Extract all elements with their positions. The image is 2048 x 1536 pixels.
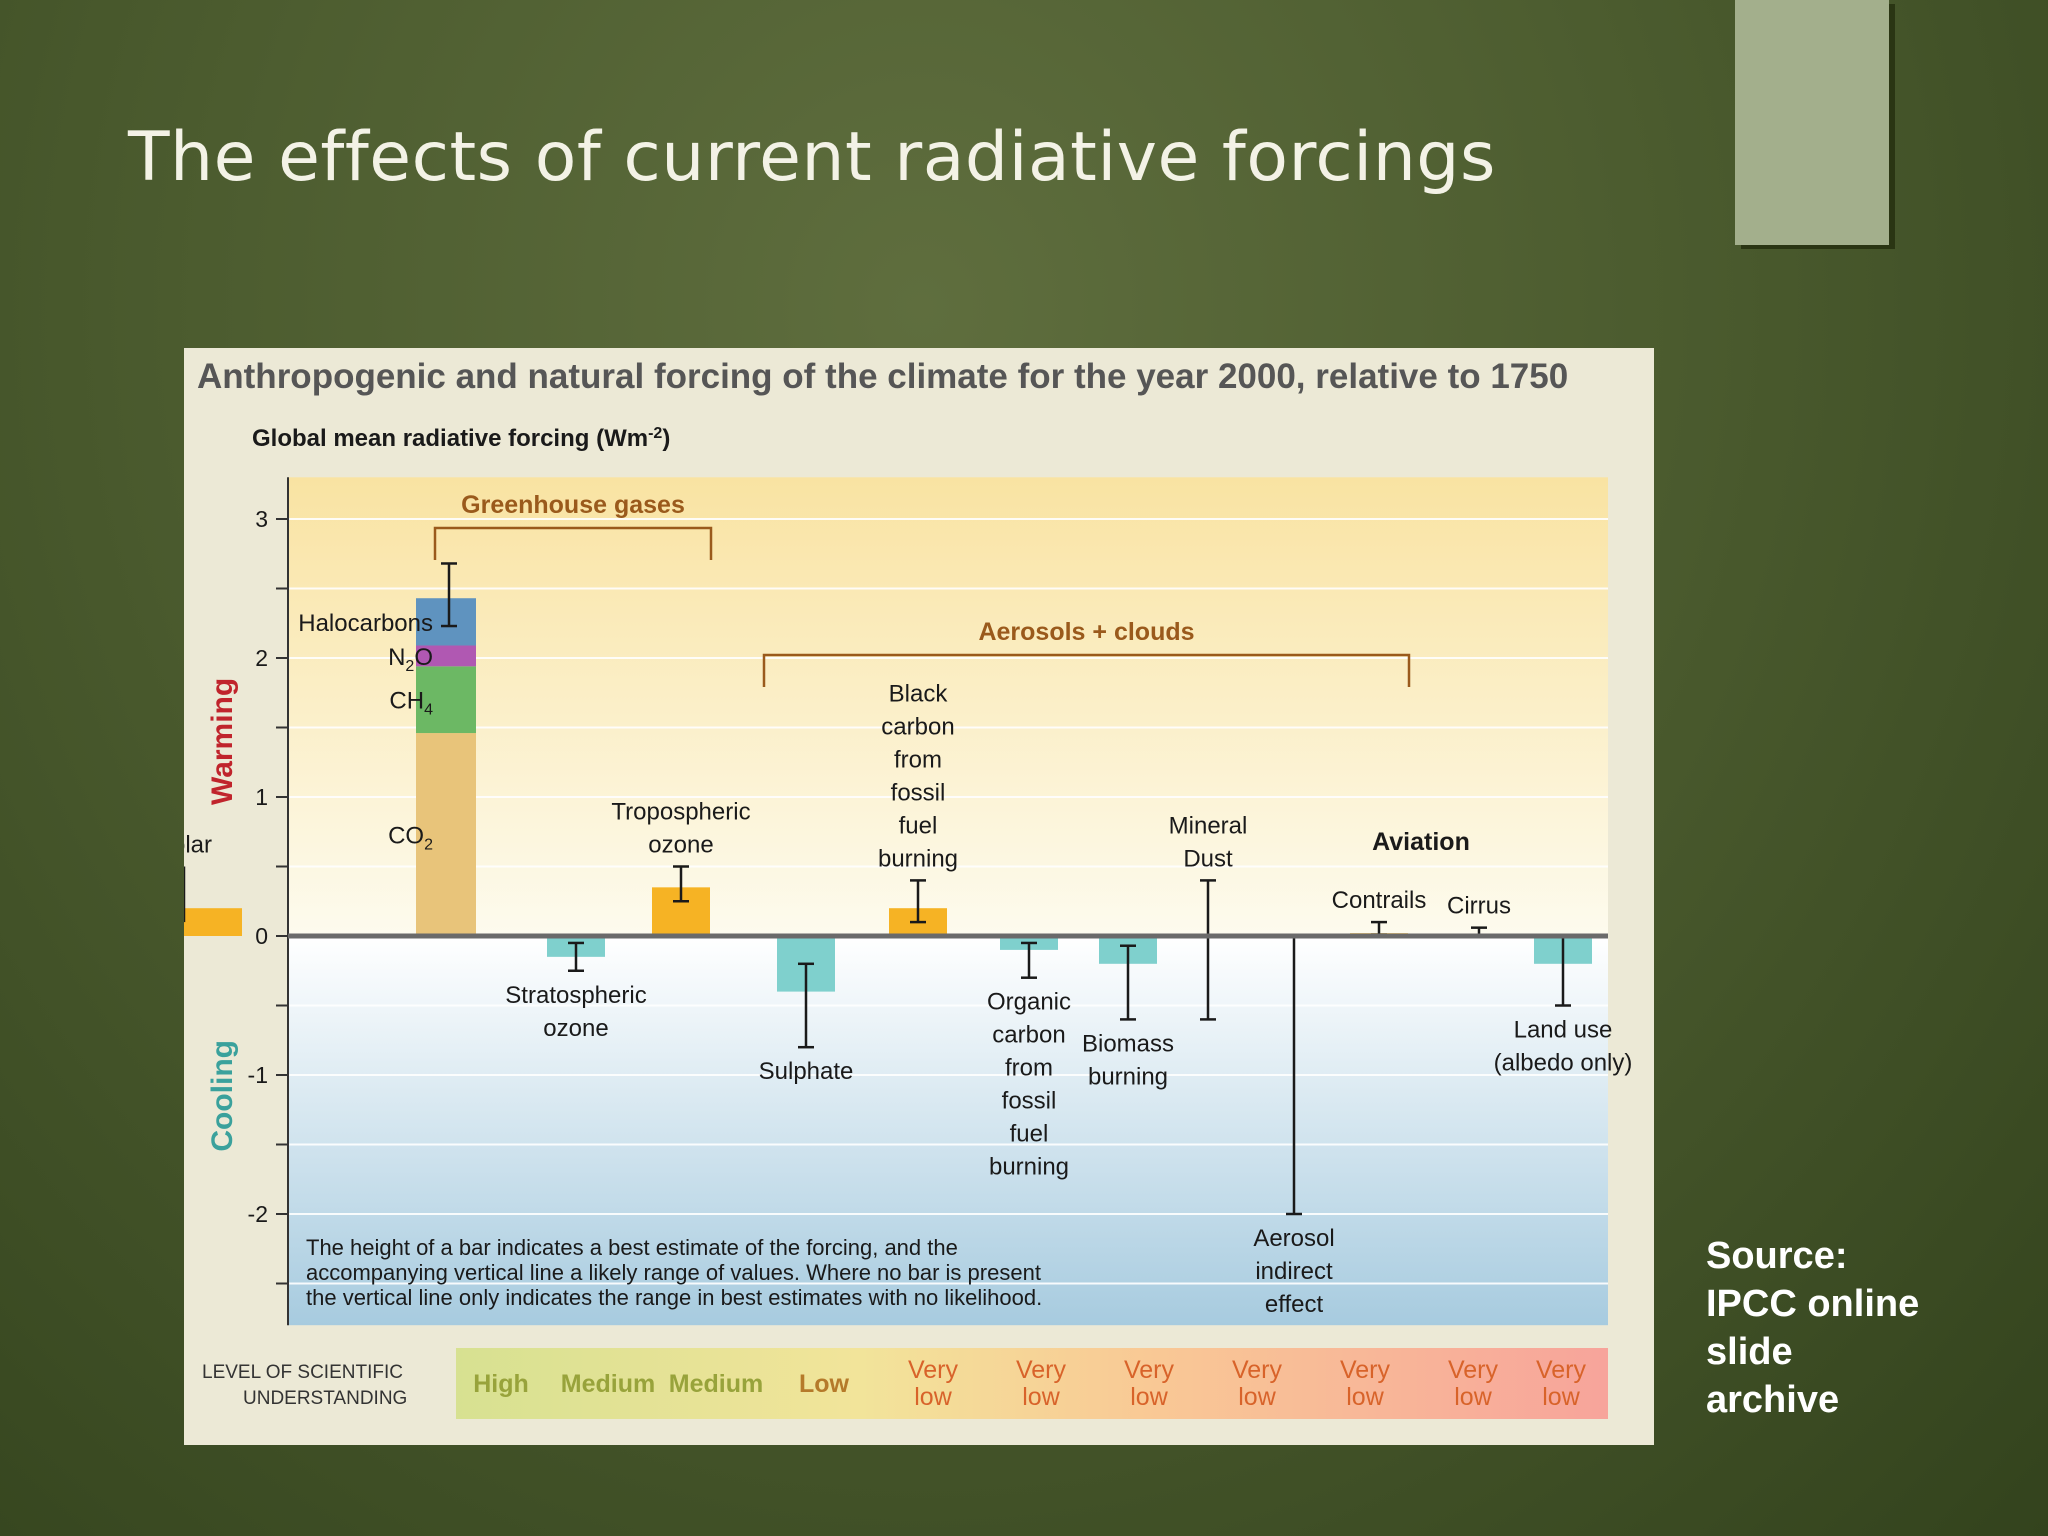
slide-title: The effects of current radiative forcing…	[128, 118, 1496, 197]
bar-label: from	[894, 746, 942, 773]
understanding-level: Very	[1232, 1356, 1283, 1384]
understanding-level: Very	[1016, 1356, 1067, 1384]
bar-label: burning	[989, 1154, 1069, 1181]
bars	[184, 562, 1608, 1216]
bar-label: Tropospheric	[611, 799, 750, 826]
understanding-level: low	[1022, 1383, 1060, 1411]
forcing-figure: Anthropogenic and natural forcing of the…	[184, 348, 1654, 1445]
bar-label: carbon	[881, 713, 954, 740]
understanding-level: Very	[1124, 1356, 1175, 1384]
understanding-caption: LEVEL OF SCIENTIFIC	[202, 1362, 403, 1383]
bar-label: carbon	[992, 1022, 1065, 1049]
chart-note: The height of a bar indicates a best est…	[306, 1235, 1042, 1310]
y-axis-label: Global mean radiative forcing (Wm-2)	[252, 425, 670, 452]
y-axis-label-close: )	[662, 425, 670, 452]
understanding-caption: UNDERSTANDING	[243, 1388, 407, 1409]
understanding-level: low	[1238, 1383, 1276, 1411]
stack-segment-bar	[416, 733, 476, 936]
understanding-level: Low	[799, 1370, 850, 1398]
group-bracket	[433, 526, 713, 560]
stack-segment-bar	[416, 598, 476, 646]
understanding-level: Very	[908, 1356, 959, 1384]
bar-label: fuel	[1010, 1121, 1049, 1148]
bar-label: Land use	[1514, 1017, 1613, 1044]
understanding-level: Medium	[669, 1370, 763, 1398]
bar-label: ozone	[543, 1015, 608, 1042]
warming-background	[288, 477, 1608, 936]
bar-label: from	[1005, 1055, 1053, 1082]
bar-label: Mineral	[1169, 812, 1248, 839]
y-tick-label: -2	[248, 1201, 268, 1227]
cooling-background	[288, 936, 1608, 1326]
y-axis: 3 2 1 0 -1 -2	[248, 477, 289, 1326]
group-brackets: Greenhouse gases Aerosols + clouds	[433, 491, 1411, 687]
y-tick-label: 0	[255, 923, 268, 949]
understanding-level: low	[1130, 1383, 1168, 1411]
bar-label: indirect	[1255, 1258, 1333, 1285]
stack-segment-suffix: O	[414, 644, 433, 671]
bar-label: ozone	[648, 832, 713, 859]
bar-label: burning	[878, 845, 958, 872]
bar-label: Stratospheric	[505, 982, 646, 1009]
scientific-understanding-row: LEVEL OF SCIENTIFIC UNDERSTANDING High Medi…	[202, 1348, 1608, 1419]
source-line: Source:	[1706, 1235, 1848, 1277]
bar-label: Cirrus	[1447, 893, 1511, 920]
bar-label: Organic	[987, 989, 1071, 1016]
understanding-level: Very	[1448, 1356, 1499, 1384]
bar-label: fuel	[899, 812, 938, 839]
group-bracket	[762, 653, 1411, 687]
aviation-label: Aviation	[1372, 828, 1470, 856]
warming-cooling-labels: Warming Cooling	[206, 678, 239, 1152]
y-tick-label: 1	[255, 784, 268, 810]
stack-segment-subscript: 2	[405, 658, 414, 675]
forcing-bar	[184, 908, 242, 936]
chart-note-line: the vertical line only indicates the ran…	[306, 1285, 1042, 1310]
y-tick-label: 3	[255, 506, 268, 532]
understanding-level: low	[1542, 1383, 1580, 1411]
bar-label: fossil	[891, 779, 946, 806]
source-line: IPCC online	[1706, 1283, 1920, 1325]
decorative-accent-block	[1735, 0, 1889, 245]
bar-label: Solar	[184, 832, 212, 859]
y-axis-label-superscript: -2	[648, 425, 662, 442]
understanding-level: low	[1346, 1383, 1384, 1411]
bar-label: (albedo only)	[1494, 1050, 1633, 1077]
understanding-band	[456, 1348, 1608, 1419]
y-tick-label: 2	[255, 645, 268, 671]
understanding-level: Very	[1536, 1356, 1587, 1384]
stack-segment-label: Halocarbons	[298, 610, 433, 637]
bar-label: Black	[889, 680, 949, 707]
understanding-level: low	[914, 1383, 952, 1411]
understanding-level: Very	[1340, 1356, 1391, 1384]
gridlines	[288, 518, 1608, 1285]
stack-segment-bar	[416, 645, 476, 667]
bar-label: effect	[1265, 1291, 1324, 1318]
warming-label: Warming	[206, 678, 239, 805]
stack-segment-bar	[416, 666, 476, 734]
bar-label: Contrails	[1332, 887, 1427, 914]
group-label: Greenhouse gases	[461, 491, 685, 519]
bar-label: Aerosol	[1253, 1225, 1334, 1252]
group-label: Aerosols + clouds	[978, 618, 1194, 646]
stack-segment-subscript: 2	[424, 837, 433, 854]
source-line: slide	[1706, 1331, 1793, 1373]
bar-label: Sulphate	[759, 1058, 854, 1085]
y-tick-label: -1	[248, 1062, 268, 1088]
bar-label: fossil	[1002, 1088, 1057, 1115]
source-note: Source: IPCC online slide archive	[1706, 1232, 2006, 1424]
forcing-chart: Anthropogenic and natural forcing of the…	[184, 357, 1632, 1419]
understanding-level: High	[473, 1370, 529, 1398]
chart-title: Anthropogenic and natural forcing of the…	[197, 357, 1568, 396]
bar-label: burning	[1088, 1063, 1168, 1090]
cooling-label: Cooling	[206, 1040, 239, 1152]
bar-labels: CO2CH4N2OHalocarbonsStratosphericozoneTr…	[184, 610, 1632, 1318]
bar-label: Biomass	[1082, 1030, 1174, 1057]
bar-label: Dust	[1183, 845, 1233, 872]
chart-note-line: accompanying vertical line a likely rang…	[306, 1260, 1041, 1285]
source-line: archive	[1706, 1379, 1840, 1421]
understanding-level: low	[1454, 1383, 1492, 1411]
understanding-level: Medium	[561, 1370, 655, 1398]
chart-note-line: The height of a bar indicates a best est…	[306, 1235, 958, 1260]
stack-segment-subscript: 4	[424, 702, 433, 719]
